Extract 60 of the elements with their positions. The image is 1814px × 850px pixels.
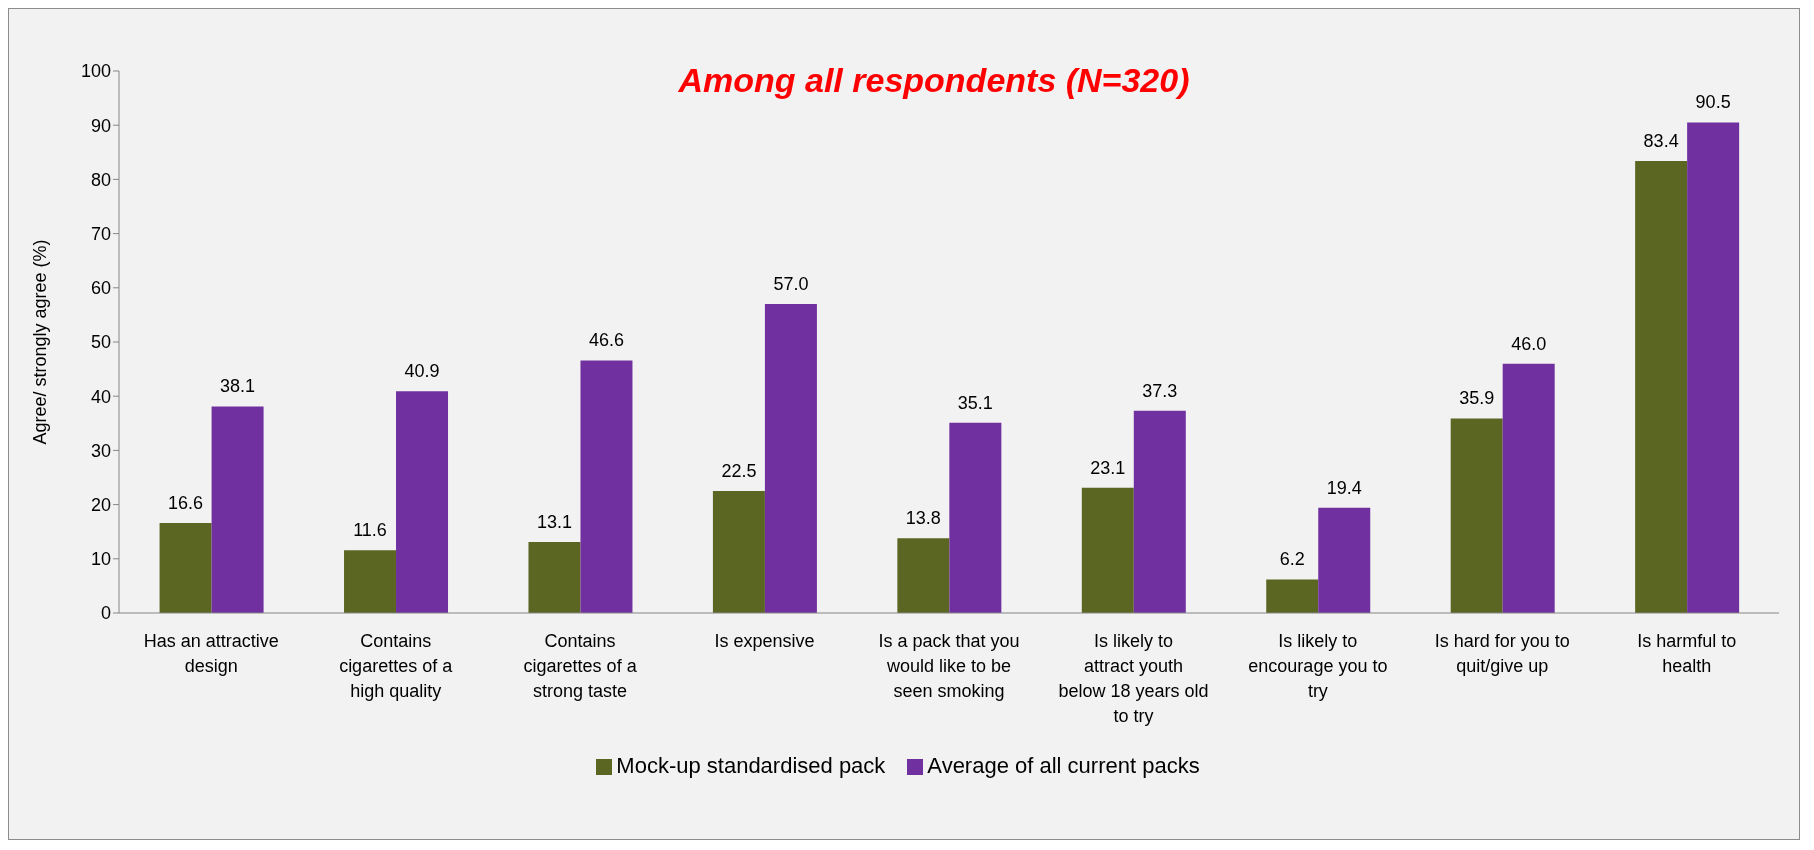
bar [1318,507,1371,613]
bar [396,391,449,613]
bar [1687,122,1740,613]
y-tick-label: 50 [90,332,111,353]
bar [159,523,212,613]
data-label: 46.0 [1511,333,1547,354]
y-tick-label: 40 [90,386,111,407]
x-tick-label: Is likely to attract youth below 18 years old to try [1058,631,1209,726]
data-label: 13.1 [536,512,572,532]
data-label: 57.0 [773,274,809,295]
bar [580,360,633,613]
legend-label: Mock-up standardised pack [616,753,886,778]
data-label: 90.5 [1695,92,1731,113]
bar [528,542,581,613]
x-tick-label: Contains cigarettes of a high quality [339,631,454,701]
bar [1450,418,1503,613]
y-tick-label: 20 [90,494,111,515]
bar [712,491,765,613]
y-tick-label: 70 [90,223,111,244]
y-axis-title: Agree/ strongly agree (%) [30,239,51,445]
y-tick-label: 80 [90,169,111,190]
bar [897,538,950,613]
data-label: 19.4 [1326,477,1362,498]
legend-label: Average of all current packs [927,753,1200,778]
data-label: 46.6 [588,330,624,351]
data-label: 35.9 [1459,388,1495,409]
data-label: 35.1 [957,392,993,413]
bar [211,406,264,613]
x-tick-label: Has an attractive design [143,631,279,676]
data-label: 83.4 [1643,130,1679,151]
y-tick-label: 10 [90,549,111,570]
data-label: 13.8 [905,508,941,529]
bar [1081,487,1134,613]
x-tick-label: Is hard for you to quit/give up [1434,631,1570,676]
data-label: 16.6 [168,493,204,514]
x-tick-label: Is expensive [714,631,815,651]
data-label: 11.6 [353,520,387,541]
y-tick-label: 0 [100,603,111,624]
bar [764,304,817,613]
bar [949,422,1002,613]
data-label: 40.9 [404,361,440,382]
y-tick-label: 90 [90,115,111,136]
data-label: 23.1 [1090,457,1126,478]
x-tick-label: Contains cigarettes of a strong taste [523,631,638,701]
data-label: 38.1 [220,376,256,397]
x-tick-label: Is likely to encourage you to try [1248,631,1388,701]
chart-title: Among all respondents (N=320) [678,61,1190,99]
data-label: 37.3 [1142,380,1178,401]
y-tick-label: 30 [90,440,111,461]
x-tick-label: Is harmful to health [1637,631,1737,676]
bar [1635,160,1688,613]
bar [1133,410,1186,613]
y-tick-label: 60 [90,278,111,299]
data-label: 22.5 [721,461,757,482]
bar [1266,579,1319,613]
bar [344,550,397,613]
bar [1502,363,1555,613]
x-tick-label: Is a pack that you would like to be seen smoking [878,631,1020,701]
data-label: 6.2 [1279,549,1305,570]
y-tick-label: 100 [80,61,111,82]
